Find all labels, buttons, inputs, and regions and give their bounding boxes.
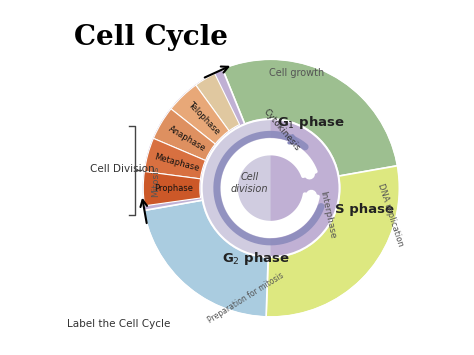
Wedge shape (144, 200, 268, 317)
Text: Cell growth: Cell growth (270, 68, 325, 78)
Text: Cell Cycle: Cell Cycle (74, 24, 228, 51)
Wedge shape (222, 59, 398, 176)
Text: Cytokinesis: Cytokinesis (262, 107, 302, 153)
Wedge shape (171, 85, 229, 144)
Text: Mitosis: Mitosis (151, 165, 160, 197)
Text: Interphase: Interphase (318, 190, 337, 239)
Text: Metaphase: Metaphase (153, 152, 201, 173)
Wedge shape (196, 74, 239, 131)
Text: S phase: S phase (335, 203, 394, 216)
Text: Cell Division: Cell Division (90, 164, 155, 174)
Text: Preparation for mitosis: Preparation for mitosis (206, 271, 285, 325)
Wedge shape (154, 109, 215, 160)
Wedge shape (145, 138, 206, 179)
Text: DNA replication: DNA replication (376, 182, 405, 247)
Text: G$_2$ phase: G$_2$ phase (222, 250, 291, 267)
Wedge shape (201, 119, 271, 257)
Text: Telophase: Telophase (186, 100, 221, 136)
Text: Anaphase: Anaphase (167, 124, 207, 153)
Wedge shape (143, 171, 201, 206)
Text: Cell
division: Cell division (231, 172, 268, 193)
Wedge shape (266, 166, 400, 317)
Text: Label the Cell Cycle: Label the Cell Cycle (67, 319, 171, 329)
Text: Prophase: Prophase (154, 184, 193, 193)
Circle shape (201, 119, 339, 257)
Text: G$_1$ phase: G$_1$ phase (277, 114, 345, 131)
Wedge shape (142, 69, 245, 211)
